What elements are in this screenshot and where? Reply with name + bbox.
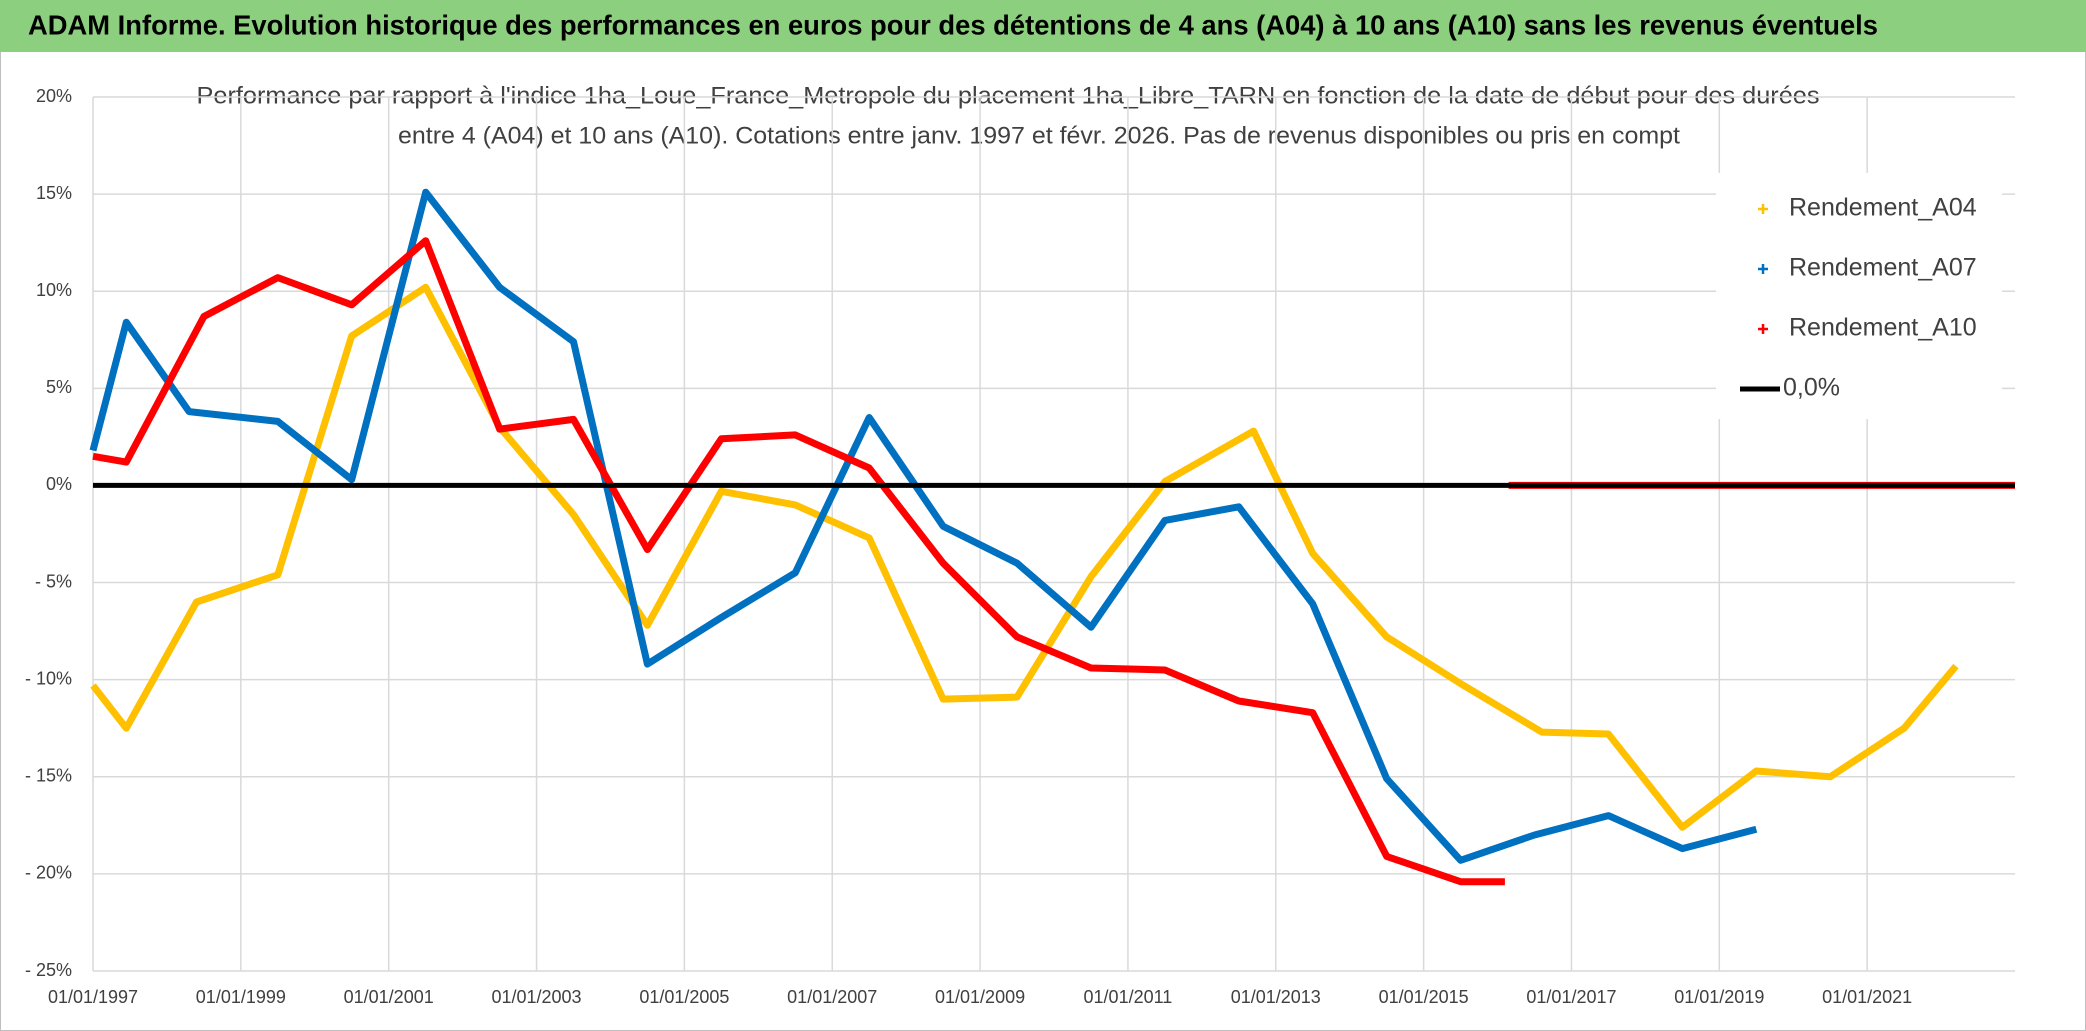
legend-label: Rendement_A10 (1789, 314, 1977, 342)
y-tick-label: - 10% (25, 668, 72, 688)
y-tick-label: 0% (46, 474, 72, 494)
plot-area: - 25% - 20% - 15% - 10% - 5% 0% 5% 10% 15% 20% 01/… (25, 86, 2015, 1007)
x-tick-label: 01/01/2009 (935, 987, 1025, 1007)
x-tick-label: 01/01/2021 (1822, 987, 1912, 1007)
x-tick-label: 01/01/2019 (1674, 987, 1764, 1007)
legend-marker (1758, 324, 1768, 334)
chart-title: Performance par rapport à l'indice 1ha_L… (197, 82, 1820, 109)
x-tick-label: 01/01/2013 (1231, 987, 1321, 1007)
banner (0, 0, 2086, 52)
x-tick-label: 01/01/2015 (1379, 987, 1469, 1007)
legend-label: Rendement_A07 (1789, 254, 1977, 282)
series-line (89, 188, 1758, 864)
y-tick-label: - 15% (25, 766, 72, 786)
x-tick-label: 01/01/1999 (196, 987, 286, 1007)
x-tick-label: 01/01/2001 (344, 987, 434, 1007)
y-tick-label: - 20% (25, 863, 72, 883)
x-tick-label: 01/01/2017 (1526, 987, 1616, 1007)
x-tick-label: 01/01/1997 (48, 987, 138, 1007)
chart-title: entre 4 (A04) et 10 ans (A10). Cotations… (398, 122, 1680, 149)
x-tick-label: 01/01/2003 (491, 987, 581, 1007)
legend-marker (1758, 264, 1768, 274)
legend-label: 0,0% (1783, 374, 1840, 402)
y-tick-label: 5% (46, 377, 72, 397)
series-line (90, 283, 1959, 831)
banner-title: ADAM Informe. Evolution historique des p… (28, 9, 1878, 40)
y-tick-label: 10% (36, 280, 72, 300)
legend: Rendement_A04 Rendement_A07 Rendement_A10 0… (1716, 173, 2002, 419)
y-tick-label: - 5% (35, 571, 72, 591)
legend-marker (1758, 204, 1768, 214)
x-tick-label: 01/01/2011 (1084, 987, 1173, 1007)
y-tick-label: 20% (36, 86, 72, 106)
legend-label: Rendement_A04 (1789, 194, 1977, 222)
y-tick-label: - 25% (25, 960, 72, 980)
x-tick-label: 01/01/2007 (787, 987, 877, 1007)
x-tick-label: 01/01/2005 (639, 987, 729, 1007)
y-tick-label: 15% (36, 183, 72, 203)
